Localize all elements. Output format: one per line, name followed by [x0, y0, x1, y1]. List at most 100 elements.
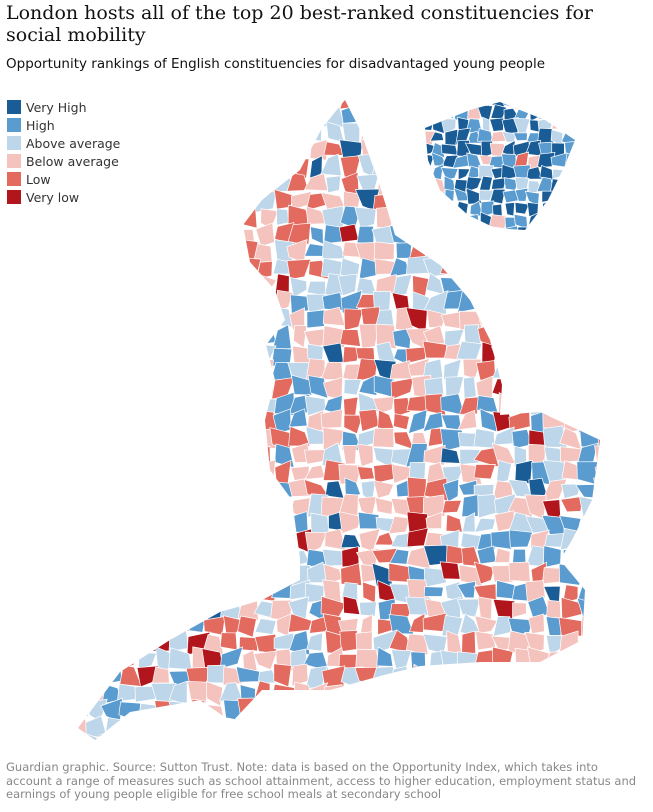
constituency	[294, 698, 313, 719]
constituency	[598, 100, 600, 112]
constituency	[580, 243, 600, 260]
constituency	[340, 563, 363, 586]
constituency	[408, 142, 429, 161]
constituency	[116, 393, 139, 416]
constituency	[119, 427, 141, 447]
constituency	[150, 257, 171, 281]
constituency	[121, 602, 142, 622]
constituency	[152, 733, 173, 740]
constituency	[576, 461, 599, 485]
constituency	[508, 561, 531, 583]
constituency	[241, 122, 258, 142]
constituency	[541, 665, 566, 690]
constituency	[121, 136, 139, 160]
constituency	[593, 700, 600, 724]
constituency	[561, 104, 575, 123]
constituency	[240, 496, 255, 515]
constituency	[139, 136, 159, 160]
constituency	[593, 292, 600, 311]
constituency	[156, 357, 172, 383]
constituency	[543, 731, 561, 740]
constituency	[542, 478, 568, 502]
constituency	[186, 598, 208, 614]
constituency	[220, 376, 241, 395]
constituency	[344, 477, 362, 500]
constituency	[425, 201, 435, 215]
constituency	[218, 341, 243, 364]
constituency	[117, 244, 142, 265]
constituency	[565, 374, 585, 400]
constituency	[594, 207, 600, 230]
constituency	[151, 666, 170, 684]
constituency	[272, 324, 292, 350]
constituency	[78, 278, 91, 297]
constituency	[238, 636, 258, 652]
constituency	[320, 408, 343, 429]
constituency	[102, 241, 126, 263]
constituency	[439, 701, 461, 719]
constituency	[78, 392, 89, 417]
constituency	[121, 227, 142, 248]
constituency	[542, 207, 562, 231]
constituency	[458, 714, 483, 735]
constituency	[354, 685, 377, 706]
constituency	[239, 292, 259, 316]
constituency	[422, 665, 445, 689]
constituency	[287, 613, 313, 633]
constituency	[445, 513, 463, 533]
constituency	[577, 408, 600, 434]
constituency	[309, 226, 324, 245]
constituency	[206, 342, 227, 365]
constituency	[202, 309, 228, 333]
constituency	[431, 163, 444, 180]
constituency	[579, 189, 600, 209]
constituency	[87, 496, 108, 519]
constituency	[269, 714, 292, 734]
constituency	[512, 602, 527, 619]
constituency	[473, 716, 497, 735]
constituency	[185, 224, 208, 244]
constituency	[206, 157, 225, 174]
constituency	[377, 120, 396, 144]
constituency	[423, 444, 446, 466]
constituency	[342, 595, 361, 616]
constituency	[373, 108, 397, 128]
constituency	[599, 171, 600, 197]
constituency	[457, 598, 481, 618]
constituency	[172, 156, 193, 179]
constituency	[309, 139, 328, 161]
constituency	[78, 460, 88, 484]
constituency	[101, 668, 123, 685]
constituency	[133, 562, 158, 588]
constituency	[537, 225, 555, 230]
constituency	[202, 290, 223, 314]
legend-swatch	[7, 172, 21, 186]
constituency	[579, 425, 600, 449]
constituency	[529, 717, 550, 738]
constituency	[343, 396, 359, 418]
constituency	[237, 615, 257, 638]
constituency	[478, 257, 496, 282]
constituency	[137, 732, 156, 740]
constituency	[170, 310, 194, 326]
constituency	[492, 240, 516, 261]
constituency	[321, 205, 344, 229]
constituency	[411, 699, 430, 724]
constituency	[270, 136, 295, 160]
constituency	[121, 461, 143, 479]
constituency	[576, 129, 590, 145]
constituency	[371, 225, 395, 244]
constituency	[255, 493, 278, 520]
legend-label: Low	[26, 171, 51, 187]
constituency	[116, 646, 135, 670]
constituency	[119, 100, 142, 111]
constituency	[101, 375, 122, 400]
constituency	[358, 601, 377, 617]
constituency	[406, 205, 432, 229]
constituency	[558, 717, 582, 739]
constituency	[168, 461, 191, 486]
constituency	[597, 262, 600, 280]
constituency	[186, 497, 208, 519]
constituency	[150, 427, 175, 451]
constituency	[551, 224, 566, 230]
